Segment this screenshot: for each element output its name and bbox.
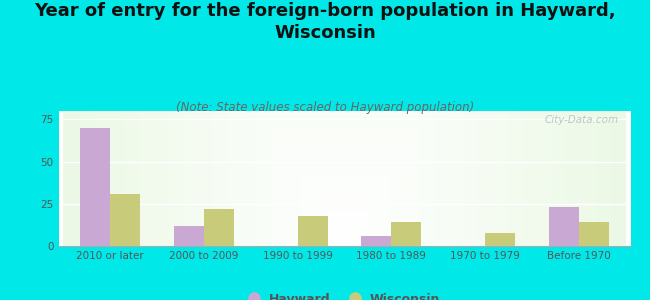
Bar [204,209,234,246]
Text: Year of entry for the foreign-born population in Hayward,
Wisconsin: Year of entry for the foreign-born popul… [34,2,616,42]
Bar [110,194,140,246]
Bar [549,207,579,246]
Text: City-Data.com: City-Data.com [545,115,619,125]
Bar [174,226,204,246]
Bar [391,222,421,246]
Bar [298,216,328,246]
Bar [361,236,391,246]
Bar [80,128,110,246]
Bar [485,232,515,246]
Bar [579,222,609,246]
Text: (Note: State values scaled to Hayward population): (Note: State values scaled to Hayward po… [176,100,474,113]
Legend: Hayward, Wisconsin: Hayward, Wisconsin [246,290,443,300]
